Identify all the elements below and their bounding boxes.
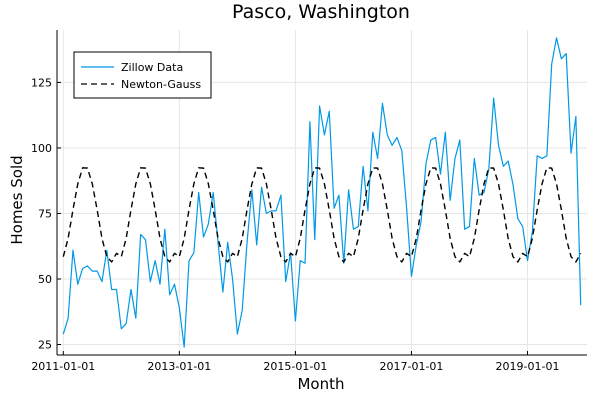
y-tick-label: 75 xyxy=(38,207,52,220)
chart-title: Pasco, Washington xyxy=(232,1,410,23)
series-line-zillow-data xyxy=(62,37,582,348)
x-axis-label: Month xyxy=(297,375,344,393)
x-axis-ticks: 2011-01-01 2013-01-01 2015-01-01 2017-01-01… xyxy=(31,351,559,373)
legend-box xyxy=(73,51,212,99)
x-tick-label: 2011-01-01 xyxy=(31,360,95,373)
legend-label-zillow-data: Zillow Data xyxy=(121,61,183,74)
series-line-newton-gauss xyxy=(62,167,582,263)
x-tick-label: 2017-01-01 xyxy=(379,360,443,373)
y-tick-label: 50 xyxy=(38,273,52,286)
legend-label-newton-gauss: Newton-Gauss xyxy=(121,78,201,91)
y-tick-label: 100 xyxy=(31,142,52,155)
axes-frame xyxy=(56,30,587,356)
x-tick-label: 2015-01-01 xyxy=(263,360,327,373)
x-tick-label: 2013-01-01 xyxy=(147,360,211,373)
legend: Zillow Data Newton-Gauss xyxy=(73,51,212,99)
y-axis-label: Homes Sold xyxy=(8,155,26,244)
y-tick-label: 125 xyxy=(31,76,52,89)
x-tick-label: 2019-01-01 xyxy=(496,360,560,373)
y-tick-label: 25 xyxy=(38,339,52,352)
series-layer xyxy=(62,37,582,348)
y-axis-ticks: 25 50 75 100 125 xyxy=(31,76,61,352)
